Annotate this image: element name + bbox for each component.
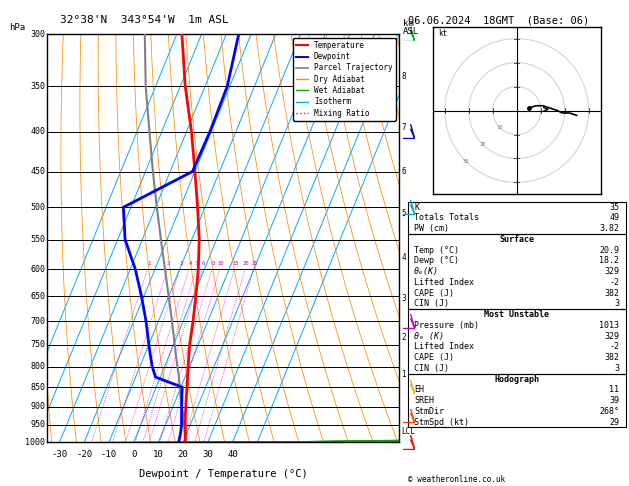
Text: Dewp (°C): Dewp (°C): [414, 256, 459, 265]
Text: 35: 35: [610, 203, 620, 211]
Text: 3.82: 3.82: [599, 224, 620, 233]
Text: ASL: ASL: [403, 27, 419, 36]
Bar: [408, 309, 626, 374]
Text: Hodograph: Hodograph: [494, 375, 539, 383]
Text: PW (cm): PW (cm): [414, 224, 449, 233]
Text: 18.2: 18.2: [599, 256, 620, 265]
Text: 1000: 1000: [25, 438, 45, 447]
Bar: [408, 202, 626, 234]
Text: 7: 7: [401, 123, 406, 132]
Text: -10: -10: [101, 451, 117, 459]
Text: SREH: SREH: [414, 396, 434, 405]
Text: 11: 11: [610, 385, 620, 394]
Text: -30: -30: [52, 451, 67, 459]
Text: Most Unstable: Most Unstable: [484, 310, 549, 319]
Bar: [408, 374, 626, 427]
Text: 8: 8: [401, 72, 406, 81]
Text: -2: -2: [610, 278, 620, 287]
Text: -20: -20: [76, 451, 92, 459]
Text: 4: 4: [401, 253, 406, 262]
Text: 650: 650: [30, 292, 45, 301]
Text: 1013: 1013: [599, 321, 620, 330]
Text: 950: 950: [30, 420, 45, 429]
Bar: [408, 234, 626, 309]
Text: Lifted Index: Lifted Index: [414, 278, 474, 287]
Text: 32°38'N  343°54'W  1m ASL: 32°38'N 343°54'W 1m ASL: [60, 15, 228, 25]
Text: 8: 8: [211, 261, 214, 266]
Text: 3: 3: [615, 364, 620, 373]
Text: CAPE (J): CAPE (J): [414, 289, 454, 297]
Text: LCL: LCL: [401, 427, 415, 436]
Text: 30: 30: [203, 451, 213, 459]
Legend: Temperature, Dewpoint, Parcel Trajectory, Dry Adiabat, Wet Adiabat, Isotherm, Mi: Temperature, Dewpoint, Parcel Trajectory…: [293, 38, 396, 121]
Text: 10: 10: [153, 451, 164, 459]
Text: kt: kt: [438, 29, 447, 38]
Text: 2: 2: [401, 333, 406, 342]
Text: StmDir: StmDir: [414, 407, 444, 416]
Text: 350: 350: [30, 82, 45, 91]
Text: θₑ (K): θₑ (K): [414, 331, 444, 341]
Text: 20: 20: [479, 142, 486, 147]
Text: 400: 400: [30, 127, 45, 136]
Text: 29: 29: [610, 417, 620, 427]
Text: 6: 6: [201, 261, 205, 266]
Text: 20: 20: [178, 451, 189, 459]
Text: 40: 40: [227, 451, 238, 459]
Text: km: km: [403, 19, 413, 28]
Text: 382: 382: [604, 289, 620, 297]
Text: θₑ(K): θₑ(K): [414, 267, 439, 276]
Text: 2: 2: [167, 261, 170, 266]
Text: EH: EH: [414, 385, 424, 394]
Text: © weatheronline.co.uk: © weatheronline.co.uk: [408, 474, 504, 484]
Text: CIN (J): CIN (J): [414, 299, 449, 308]
Text: 382: 382: [604, 353, 620, 362]
Text: 30: 30: [463, 159, 469, 164]
Text: 700: 700: [30, 317, 45, 326]
Text: 10: 10: [496, 125, 503, 130]
Text: 5: 5: [196, 261, 199, 266]
Text: 268°: 268°: [599, 407, 620, 416]
Text: 1: 1: [147, 261, 150, 266]
Text: 49: 49: [610, 213, 620, 222]
Text: 3: 3: [179, 261, 182, 266]
Text: 450: 450: [30, 167, 45, 176]
Text: 1: 1: [401, 370, 406, 380]
Text: 10: 10: [218, 261, 224, 266]
Text: CAPE (J): CAPE (J): [414, 353, 454, 362]
Text: 800: 800: [30, 362, 45, 371]
Text: 20.9: 20.9: [599, 245, 620, 255]
Text: 0: 0: [131, 451, 136, 459]
Text: 06.06.2024  18GMT  (Base: 06): 06.06.2024 18GMT (Base: 06): [408, 15, 589, 25]
Text: 300: 300: [30, 30, 45, 38]
Text: 900: 900: [30, 402, 45, 411]
Text: 20: 20: [243, 261, 249, 266]
Text: hPa: hPa: [9, 22, 26, 32]
Text: 3: 3: [401, 295, 406, 303]
Text: Totals Totals: Totals Totals: [414, 213, 479, 222]
Text: 550: 550: [30, 235, 45, 244]
Text: 600: 600: [30, 264, 45, 274]
Text: Lifted Index: Lifted Index: [414, 342, 474, 351]
Text: 500: 500: [30, 203, 45, 212]
Text: CIN (J): CIN (J): [414, 364, 449, 373]
Text: 750: 750: [30, 340, 45, 349]
Text: 4: 4: [188, 261, 191, 266]
Text: -2: -2: [610, 342, 620, 351]
Text: 39: 39: [610, 396, 620, 405]
Text: K: K: [414, 203, 419, 211]
Text: 15: 15: [232, 261, 238, 266]
Text: StmSpd (kt): StmSpd (kt): [414, 417, 469, 427]
Text: 6: 6: [401, 167, 406, 176]
Text: Pressure (mb): Pressure (mb): [414, 321, 479, 330]
Text: Temp (°C): Temp (°C): [414, 245, 459, 255]
Text: Surface: Surface: [499, 235, 534, 244]
Text: 329: 329: [604, 331, 620, 341]
Text: 850: 850: [30, 382, 45, 392]
Text: 5: 5: [401, 209, 406, 218]
Text: 3: 3: [615, 299, 620, 308]
Text: 329: 329: [604, 267, 620, 276]
Text: 25: 25: [251, 261, 258, 266]
Text: Dewpoint / Temperature (°C): Dewpoint / Temperature (°C): [139, 469, 308, 479]
